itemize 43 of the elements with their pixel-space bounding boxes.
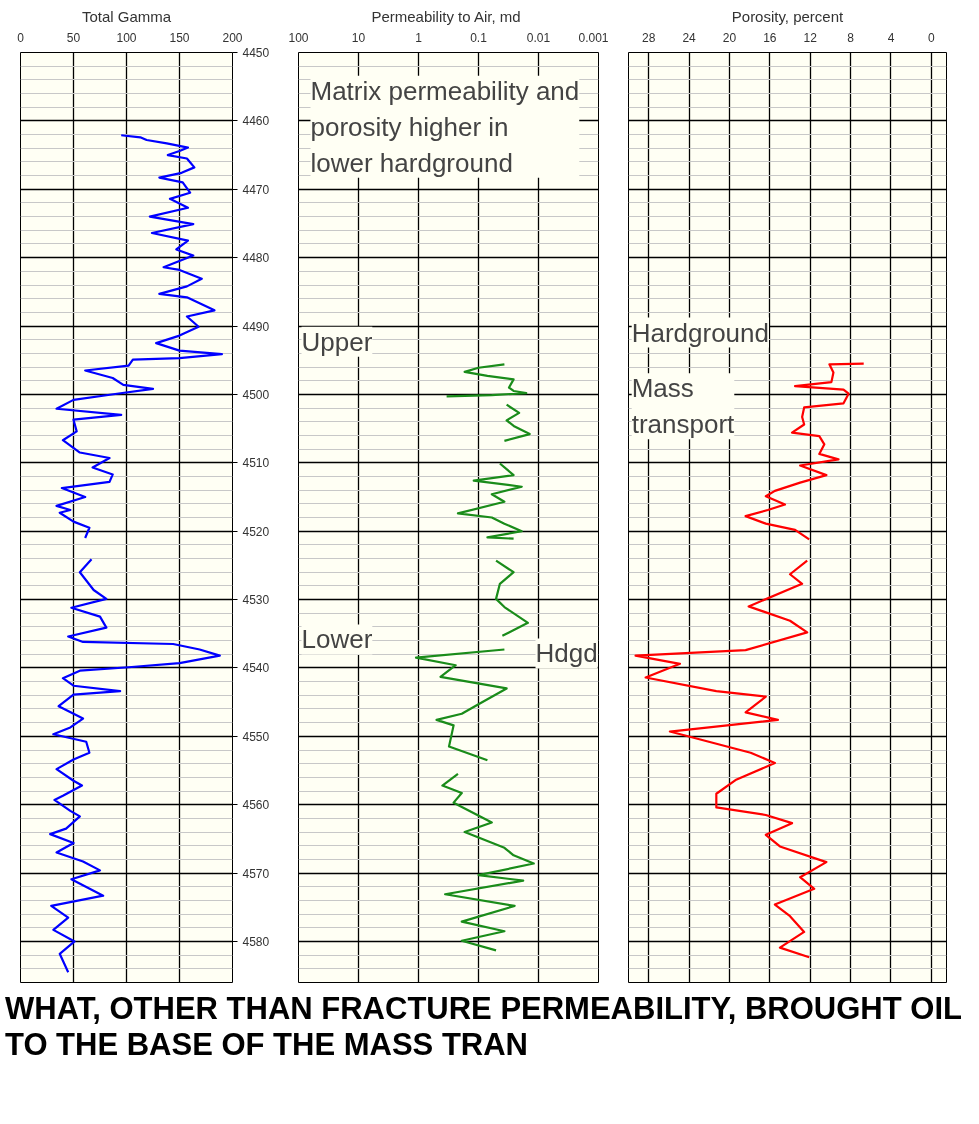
x-tick-label: 20 bbox=[722, 30, 737, 45]
chart-title: Porosity, percent bbox=[731, 7, 845, 25]
x-tick-label: 4 bbox=[887, 30, 895, 45]
y-tick-label: 4470 bbox=[242, 182, 270, 197]
y-tick-label: 4500 bbox=[242, 387, 270, 402]
y-tick-label: 4550 bbox=[242, 729, 270, 744]
y-tick-label: 4540 bbox=[242, 661, 270, 676]
text: WHAT, OTHER THAN FRACTURE PERMEABILITY, BROUGHT OIL TO THE BASE OF THE MASS TRAN bbox=[5, 991, 963, 1063]
x-tick-label: 0.001 bbox=[578, 30, 609, 45]
annotation: Upper bbox=[301, 326, 373, 357]
annotation: Hdgd bbox=[535, 638, 598, 669]
x-tick-label: 28 bbox=[642, 30, 656, 45]
annotation: Mass transport bbox=[631, 373, 736, 440]
annotation: Lower bbox=[301, 624, 373, 655]
x-tick-label: 100 bbox=[116, 30, 137, 45]
chart-title: Permeability to Air, md bbox=[371, 7, 521, 25]
y-tick-label: 4580 bbox=[242, 934, 270, 949]
annotation: Hardground bbox=[631, 317, 769, 348]
y-tick-label: 4570 bbox=[242, 866, 270, 881]
x-tick-label: 24 bbox=[682, 30, 697, 45]
x-tick-label: 12 bbox=[803, 30, 818, 45]
y-tick-label: 4490 bbox=[242, 319, 270, 334]
y-tick-label: 4460 bbox=[242, 114, 270, 129]
x-tick-label: 100 bbox=[288, 30, 309, 45]
x-tick-label: 0 bbox=[928, 30, 936, 45]
y-tick-label: 4530 bbox=[242, 593, 270, 608]
y-tick-label: 4480 bbox=[242, 251, 270, 266]
x-tick-label: 0.1 bbox=[470, 30, 488, 45]
x-tick-label: 10 bbox=[351, 30, 366, 45]
x-tick-label: 16 bbox=[763, 30, 777, 45]
y-tick-label: 4510 bbox=[242, 456, 270, 471]
x-tick-label: 50 bbox=[66, 30, 81, 45]
chart-title: Total Gamma bbox=[81, 7, 172, 25]
x-tick-label: 200 bbox=[222, 30, 243, 45]
x-tick-label: 1 bbox=[415, 30, 423, 45]
x-tick-label: 150 bbox=[169, 30, 190, 45]
x-tick-label: 0.01 bbox=[526, 30, 551, 45]
y-tick-label: 4450 bbox=[242, 46, 270, 60]
annotation: Matrix permeability and porosity higher in lower hardground bbox=[310, 75, 580, 178]
x-tick-label: 8 bbox=[847, 30, 855, 45]
y-tick-label: 4520 bbox=[242, 524, 270, 539]
y-tick-label: 4560 bbox=[242, 798, 270, 813]
x-tick-label: 0 bbox=[17, 30, 25, 45]
